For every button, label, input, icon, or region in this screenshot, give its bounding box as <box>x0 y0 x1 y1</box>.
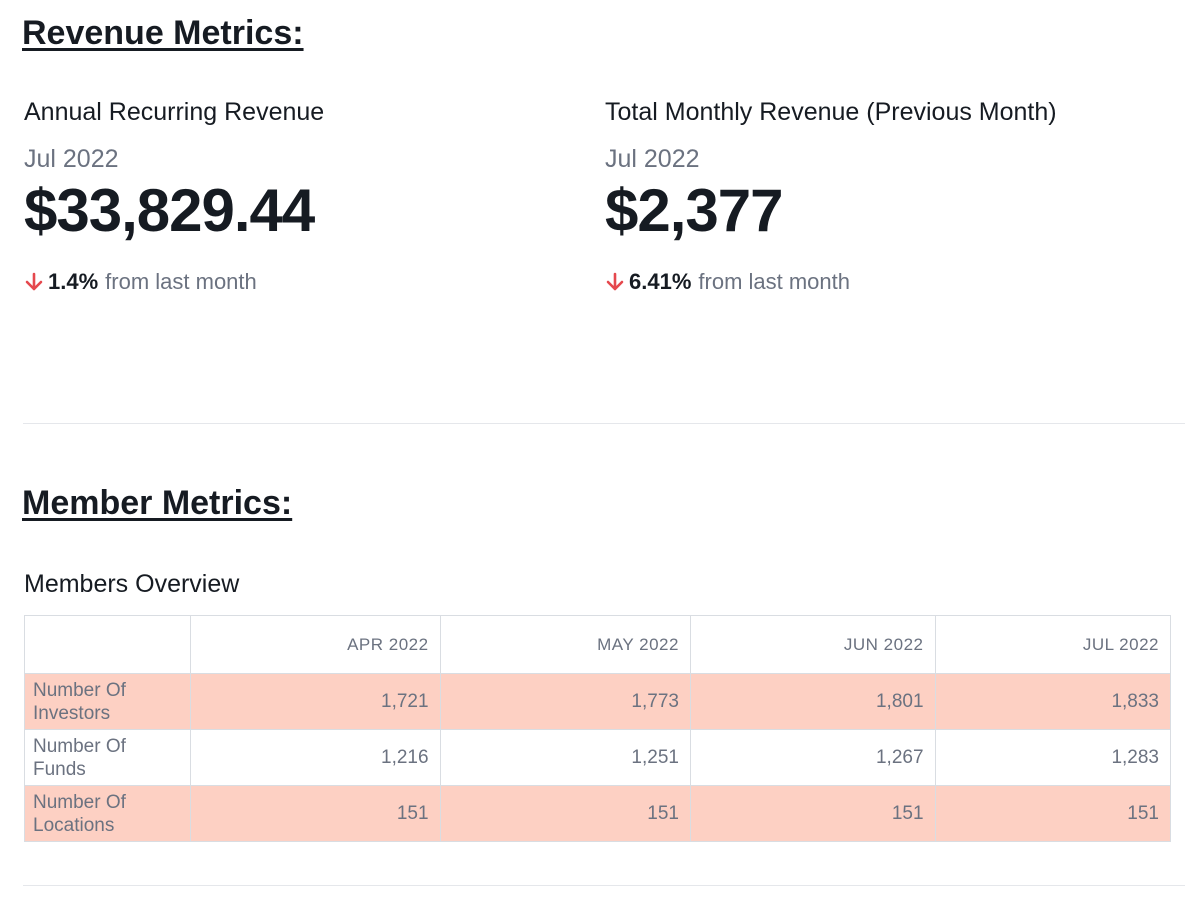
change-suffix: from last month <box>698 269 850 294</box>
section-divider <box>23 423 1185 424</box>
metric-card-monthly-revenue: Total Monthly Revenue (Previous Month) J… <box>605 98 1165 295</box>
table-cell: 1,801 <box>689 673 936 730</box>
table-row: Number Of Investors 1,721 1,773 1,801 1,… <box>24 673 1172 730</box>
table-cell: 1,251 <box>439 729 691 786</box>
row-label: Number Of Funds <box>24 729 191 786</box>
metric-value: $33,829.44 <box>24 177 315 244</box>
row-label: Number Of Investors <box>24 673 191 730</box>
table-cell: 1,721 <box>190 673 441 730</box>
members-overview-table: APR 2022 MAY 2022 JUN 2022 JUL 2022 Numb… <box>24 615 1172 842</box>
metric-value: $2,377 <box>605 177 784 244</box>
change-suffix: from last month <box>105 269 257 294</box>
column-header: APR 2022 <box>190 615 441 674</box>
table-row: Number Of Funds 1,216 1,251 1,267 1,283 <box>24 729 1172 786</box>
table-cell: 1,267 <box>689 729 936 786</box>
metric-period: Jul 2022 <box>605 145 700 173</box>
column-header: MAY 2022 <box>439 615 691 674</box>
section-divider <box>23 885 1185 886</box>
change-percent: 1.4% <box>48 269 99 294</box>
metric-period: Jul 2022 <box>24 145 119 173</box>
row-label: Number Of Locations <box>24 785 191 842</box>
metric-change: 1.4% from last month <box>24 269 584 295</box>
column-header: JUL 2022 <box>934 615 1172 674</box>
table-cell: 1,216 <box>190 729 441 786</box>
table-cell: 1,773 <box>439 673 691 730</box>
column-header: JUN 2022 <box>689 615 936 674</box>
metric-change: 6.41% from last month <box>605 269 1165 295</box>
metric-title: Annual Recurring Revenue <box>24 98 325 126</box>
table-cell: 151 <box>439 785 691 842</box>
table-header-row: APR 2022 MAY 2022 JUN 2022 JUL 2022 <box>24 615 1172 674</box>
arrow-down-icon <box>605 271 625 293</box>
table-cell: 151 <box>190 785 441 842</box>
member-metrics-heading: Member Metrics: <box>22 484 293 522</box>
table-cell: 1,833 <box>934 673 1172 730</box>
revenue-metrics-heading: Revenue Metrics: <box>22 14 304 52</box>
table-row: Number Of Locations 151 151 151 151 <box>24 785 1172 842</box>
table-corner-cell <box>24 615 191 674</box>
table-cell: 151 <box>689 785 936 842</box>
members-overview-title: Members Overview <box>24 570 240 598</box>
change-percent: 6.41% <box>629 269 692 294</box>
metric-card-arr: Annual Recurring Revenue Jul 2022 $33,82… <box>24 98 584 295</box>
arrow-down-icon <box>24 271 44 293</box>
table-cell: 1,283 <box>934 729 1172 786</box>
metric-title: Total Monthly Revenue (Previous Month) <box>605 98 1057 126</box>
table-cell: 151 <box>934 785 1172 842</box>
